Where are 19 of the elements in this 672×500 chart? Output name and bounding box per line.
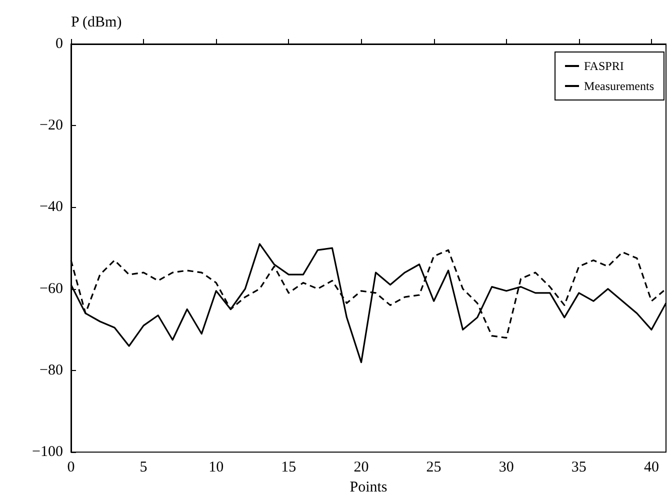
- y-tick-label: −80: [40, 362, 63, 378]
- x-tick-label: 25: [426, 460, 442, 476]
- x-tick-label: 20: [354, 460, 369, 476]
- x-axis-title: Points: [350, 480, 388, 496]
- y-tick-label: −60: [40, 280, 63, 297]
- x-tick-label: 0: [67, 460, 75, 476]
- y-tick-label: 0: [56, 36, 63, 52]
- y-tick-label: −20: [40, 118, 63, 134]
- x-tick-label: 5: [140, 460, 148, 476]
- legend-label: Measurements: [584, 79, 654, 93]
- x-tick-label: 10: [208, 460, 224, 476]
- x-tick-label: 15: [281, 460, 296, 476]
- x-tick-label: 30: [498, 460, 514, 476]
- legend-label: FASPRI: [584, 59, 624, 73]
- y-tick-label: −100: [32, 444, 63, 460]
- x-tick-label: 35: [571, 460, 586, 476]
- y-tick-label: −40: [40, 199, 63, 216]
- x-tick-label: 40: [644, 460, 659, 476]
- y-axis-title: P (dBm): [71, 14, 122, 30]
